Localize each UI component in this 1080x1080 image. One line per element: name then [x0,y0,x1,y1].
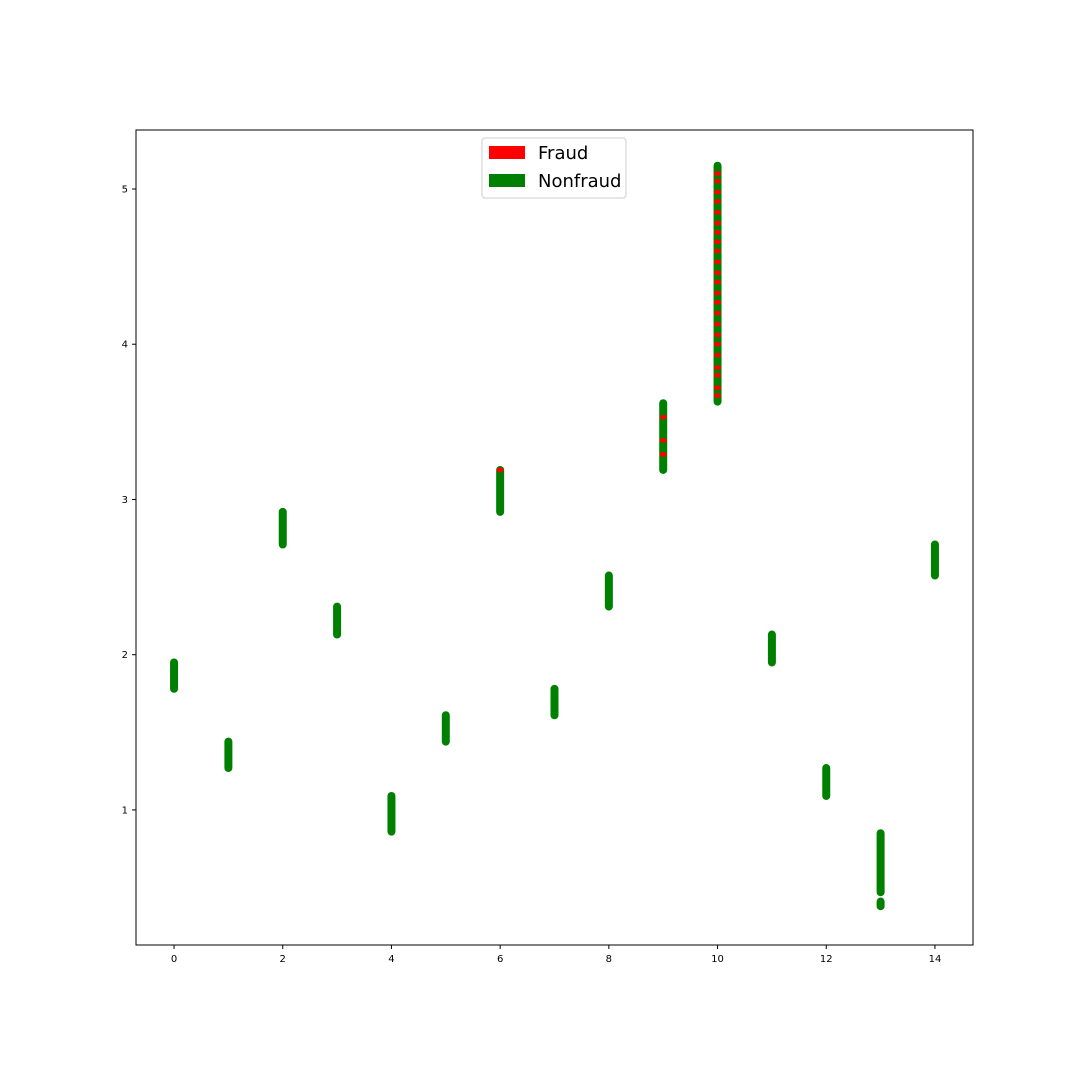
fraud-point [659,414,667,420]
x-tick-label: 14 [929,954,942,965]
x-axis-ticks: 0 2 4 6 8 10 12 14 [171,945,941,965]
fraud-point [713,239,722,245]
x-tick-label: 2 [280,954,286,965]
legend: Fraud Nonfraud [481,137,627,199]
fraud-point [713,209,722,215]
fraud-point [713,310,722,316]
fraud-point [713,372,722,378]
y-tick-label: 5 [122,184,128,195]
fraud-point [713,189,722,195]
legend-label-fraud: Fraud [538,143,588,164]
x-tick-label: 10 [711,954,724,965]
x-tick-label: 8 [606,954,612,965]
chart-marks [170,161,939,911]
y-axis-ticks: 1 2 3 4 5 [122,184,136,816]
fraud-point [713,299,722,305]
nonfraud-point-cluster [550,684,559,720]
fraud-point [659,452,667,457]
nonfraud-point-cluster [876,829,885,897]
nonfraud-point-cluster [496,465,505,516]
legend-swatch-nonfraud [489,174,525,187]
nonfraud-point-cluster [822,764,831,800]
nonfraud-point-cluster [876,897,885,911]
nonfraud-point-cluster [767,630,776,667]
nonfraud-point-cluster [278,507,287,549]
y-tick-label: 4 [122,340,128,351]
nonfraud-point-cluster [441,711,450,746]
fraud-point [713,385,722,391]
legend-swatch-fraud [489,146,525,159]
x-tick-label: 4 [388,954,394,965]
nonfraud-point-cluster [224,737,233,773]
fraud-point [713,352,722,358]
y-tick-label: 2 [122,650,128,661]
nonfraud-point-cluster [387,791,396,836]
fraud-point [659,438,667,443]
fraud-point [713,230,722,235]
axes-frame [135,129,974,946]
fraud-point [713,341,722,347]
fraud-point [713,332,722,338]
x-tick-label: 6 [497,954,503,965]
fraud-point [713,259,722,265]
fraud-point [713,171,722,176]
nonfraud-point-cluster [659,399,668,474]
fraud-point [496,467,504,473]
nonfraud-point-cluster [930,540,939,580]
fraud-point [713,393,722,398]
x-tick-label: 12 [820,954,833,965]
fraud-point [713,248,722,254]
x-tick-label: 0 [171,954,177,965]
fraud-point [713,365,722,370]
legend-label-nonfraud: Nonfraud [538,171,622,192]
nonfraud-point-cluster [333,602,342,639]
fraud-point [713,321,722,327]
y-tick-label: 1 [122,805,128,816]
fraud-point [713,270,722,276]
fraud-point [713,178,722,184]
fraud-point [713,290,722,296]
nonfraud-point-cluster [170,658,179,693]
nonfraud-point-cluster [604,571,613,611]
fraud-point [713,199,722,204]
y-tick-label: 3 [122,495,128,506]
fraud-point [713,279,722,285]
fraud-point [713,220,722,226]
